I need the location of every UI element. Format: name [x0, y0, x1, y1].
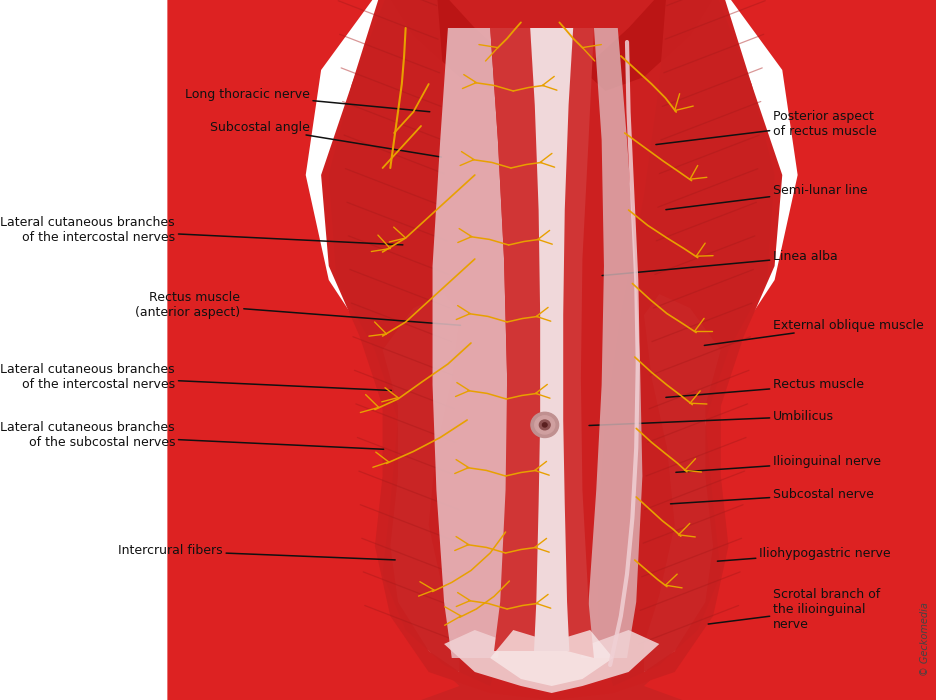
Polygon shape — [383, 0, 721, 700]
Text: Intercrural fibers: Intercrural fibers — [118, 545, 395, 560]
Polygon shape — [644, 294, 721, 672]
Text: Lateral cutaneous branches
of the intercostal nerves: Lateral cutaneous branches of the interc… — [0, 216, 402, 245]
Polygon shape — [444, 630, 659, 693]
Polygon shape — [490, 630, 613, 686]
Polygon shape — [556, 28, 594, 658]
Text: Posterior aspect
of rectus muscle: Posterior aspect of rectus muscle — [656, 110, 877, 145]
Text: Lateral cutaneous branches
of the subcostal nerves: Lateral cutaneous branches of the subcos… — [0, 421, 384, 449]
Text: Umbilicus: Umbilicus — [589, 410, 834, 426]
Polygon shape — [329, 0, 505, 686]
Polygon shape — [383, 0, 521, 91]
Text: External oblique muscle: External oblique muscle — [704, 319, 924, 345]
Text: Linea alba: Linea alba — [602, 251, 838, 276]
Polygon shape — [644, 0, 936, 700]
Text: Long thoracic nerve: Long thoracic nerve — [184, 88, 430, 112]
Circle shape — [534, 416, 555, 434]
Text: Subcostal angle: Subcostal angle — [210, 121, 442, 157]
Text: Scrotal branch of
the ilioinguinal
nerve: Scrotal branch of the ilioinguinal nerve — [709, 587, 880, 631]
Polygon shape — [168, 0, 460, 700]
Circle shape — [531, 412, 559, 438]
Polygon shape — [432, 28, 509, 658]
Polygon shape — [581, 28, 642, 658]
Text: Lateral cutaneous branches
of the intercostal nerves: Lateral cutaneous branches of the interc… — [0, 363, 391, 391]
Polygon shape — [598, 0, 775, 686]
Text: Rectus muscle: Rectus muscle — [665, 379, 864, 398]
Text: Subcostal nerve: Subcostal nerve — [670, 488, 874, 504]
Circle shape — [543, 423, 547, 427]
Text: Ilioinguinal nerve: Ilioinguinal nerve — [676, 456, 881, 472]
Polygon shape — [383, 294, 460, 672]
Text: © Geckomedia: © Geckomedia — [920, 601, 929, 676]
Text: Iliohypogastric nerve: Iliohypogastric nerve — [717, 547, 891, 561]
Polygon shape — [321, 0, 782, 700]
Polygon shape — [530, 28, 573, 651]
Circle shape — [539, 420, 550, 430]
Polygon shape — [490, 28, 547, 651]
Polygon shape — [582, 0, 721, 91]
Text: Semi-lunar line: Semi-lunar line — [665, 184, 868, 210]
Text: Rectus muscle
(anterior aspect): Rectus muscle (anterior aspect) — [136, 290, 461, 326]
